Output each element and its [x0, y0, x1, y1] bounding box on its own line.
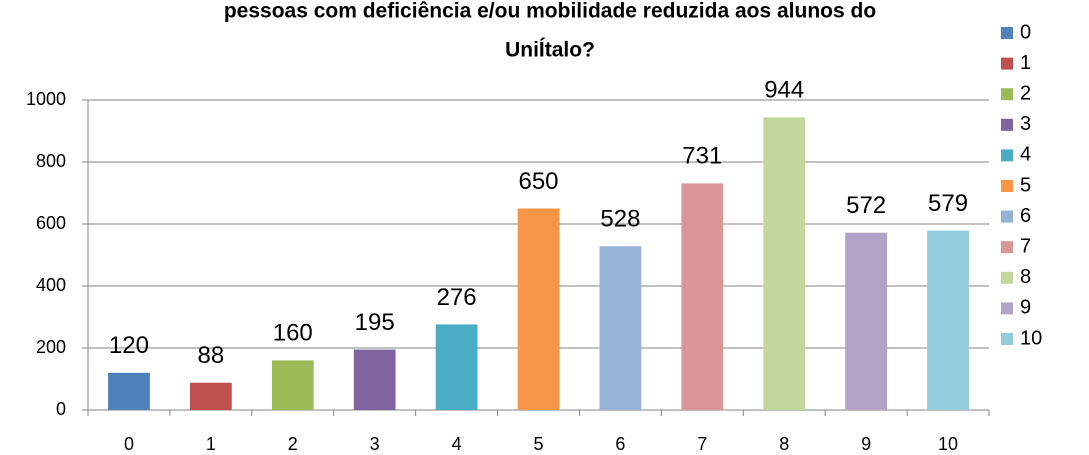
x-tick-label: 1 — [206, 434, 216, 454]
bar — [108, 372, 150, 410]
value-label: 579 — [928, 190, 968, 217]
bar — [599, 246, 642, 410]
x-tick-label: 3 — [370, 434, 380, 454]
bar — [517, 208, 560, 410]
y-tick-label: 800 — [36, 151, 66, 171]
bar — [353, 349, 396, 410]
bar — [763, 117, 806, 411]
bar — [845, 232, 888, 410]
legend-swatch — [1001, 27, 1013, 39]
legend-swatch — [1001, 302, 1013, 315]
chart-title: pessoas com deficiência e/ou mobilidade … — [224, 0, 876, 23]
x-tick-label: 7 — [697, 434, 707, 454]
legend-label: 2 — [1020, 82, 1031, 104]
value-label: 944 — [764, 77, 804, 104]
value-label: 276 — [437, 284, 477, 311]
bar — [681, 183, 724, 410]
value-label: 528 — [600, 206, 640, 233]
value-label: 120 — [109, 332, 149, 359]
x-tick-label: 9 — [861, 434, 871, 454]
legend-swatch — [1001, 118, 1013, 131]
value-label: 731 — [682, 143, 722, 170]
value-label: 88 — [198, 342, 225, 369]
legend-label: 8 — [1020, 266, 1031, 288]
legend-label: 3 — [1020, 113, 1031, 135]
legend-swatch — [1001, 180, 1013, 192]
legend-swatch — [1001, 57, 1013, 70]
value-label: 195 — [355, 309, 395, 336]
y-tick-label: 0 — [56, 399, 66, 419]
x-tick-label: 10 — [938, 434, 958, 454]
legend-swatch — [1001, 271, 1013, 284]
legend-label: 5 — [1020, 174, 1031, 196]
x-tick-label: 6 — [615, 434, 625, 454]
bar — [435, 324, 478, 410]
x-tick-label: 4 — [452, 434, 462, 454]
x-tick-label: 5 — [533, 434, 543, 454]
legend-swatch — [1001, 210, 1013, 223]
y-tick-label: 200 — [36, 337, 66, 357]
legend-label: 9 — [1020, 297, 1031, 319]
legend-swatch — [1001, 333, 1013, 345]
legend-swatch — [1001, 149, 1013, 162]
chart-title: UniÍtalo? — [505, 39, 595, 62]
x-tick-label: 8 — [779, 434, 789, 454]
legend-label: 6 — [1020, 205, 1031, 227]
legend-swatch — [1001, 88, 1013, 101]
x-tick-label: 0 — [124, 434, 134, 454]
value-label: 650 — [518, 168, 558, 195]
y-tick-label: 600 — [36, 213, 66, 233]
legend-label: 4 — [1020, 144, 1031, 166]
value-label: 572 — [846, 192, 886, 219]
legend-label: 10 — [1020, 327, 1042, 349]
legend-label: 1 — [1020, 52, 1031, 74]
x-tick-label: 2 — [288, 434, 298, 454]
value-label: 160 — [273, 320, 313, 347]
y-tick-label: 1000 — [26, 89, 66, 109]
bar — [927, 230, 969, 410]
bar — [271, 360, 314, 410]
legend-label: 0 — [1020, 21, 1031, 43]
y-tick-label: 400 — [36, 275, 66, 295]
bar — [189, 382, 232, 410]
legend-label: 7 — [1020, 235, 1031, 257]
legend-swatch — [1001, 241, 1013, 254]
